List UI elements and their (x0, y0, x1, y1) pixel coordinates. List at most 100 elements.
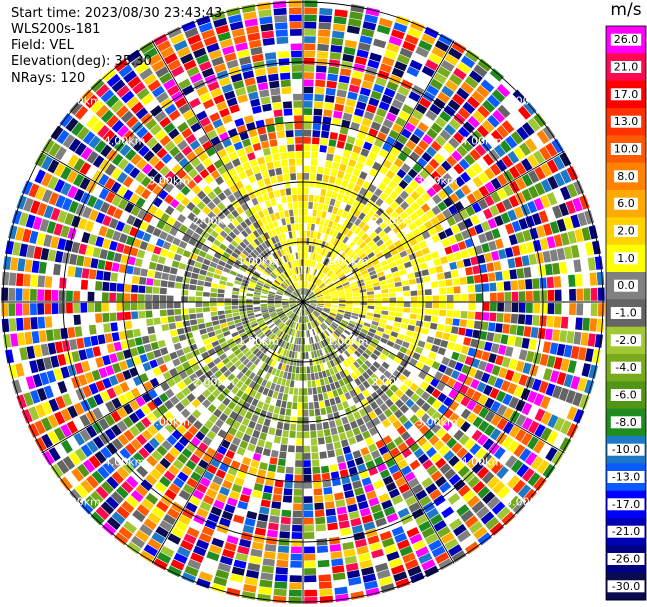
velocity-gate (296, 173, 303, 180)
velocity-gate (307, 282, 311, 289)
velocity-gate (194, 261, 202, 269)
velocity-gate (182, 483, 195, 495)
velocity-gate (335, 593, 349, 602)
velocity-gate (521, 188, 533, 202)
velocity-gate (366, 377, 375, 386)
velocity-gate (415, 46, 430, 58)
velocity-gate (540, 303, 548, 314)
velocity-gate (362, 244, 370, 252)
velocity-gate (345, 32, 359, 42)
velocity-gate (453, 286, 461, 294)
velocity-gate (431, 388, 441, 399)
velocity-gate (141, 392, 152, 403)
velocity-gate (359, 87, 371, 97)
velocity-gate (281, 315, 287, 321)
velocity-gate (384, 216, 394, 225)
velocity-gate (568, 274, 576, 287)
velocity-gate (304, 14, 317, 22)
velocity-gate (298, 316, 301, 323)
velocity-gate (320, 363, 325, 371)
velocity-gate (390, 29, 405, 40)
velocity-gate (303, 295, 305, 302)
velocity-gate (274, 384, 281, 392)
velocity-gate (237, 328, 246, 335)
velocity-gate (324, 303, 332, 305)
velocity-gate (110, 322, 118, 332)
velocity-gate (393, 343, 401, 351)
velocity-gate (337, 291, 345, 295)
velocity-gate (426, 447, 437, 458)
velocity-gate (367, 535, 380, 545)
velocity-gate (313, 115, 322, 123)
velocity-gate (183, 533, 197, 545)
velocity-gate (87, 302, 95, 313)
velocity-gate (498, 249, 507, 260)
velocity-gate (138, 285, 146, 293)
velocity-gate (150, 253, 159, 263)
velocity-gate (539, 443, 552, 458)
velocity-gate (245, 361, 253, 369)
velocity-gate (262, 346, 269, 354)
velocity-gate (170, 418, 181, 429)
velocity-gate (175, 364, 185, 374)
velocity-gate (293, 503, 303, 511)
velocity-gate (521, 432, 533, 446)
velocity-gate (154, 432, 165, 444)
velocity-gate (260, 304, 268, 307)
velocity-gate (222, 456, 232, 466)
velocity-gate (328, 315, 335, 320)
velocity-gate (314, 335, 319, 343)
velocity-gate (253, 338, 260, 345)
velocity-gate (293, 202, 298, 209)
velocity-gate (168, 464, 180, 476)
velocity-gate (373, 479, 384, 490)
velocity-gate (304, 524, 314, 532)
velocity-gate (537, 327, 546, 340)
velocity-gate (147, 425, 158, 436)
velocity-gate (349, 264, 357, 271)
colorbar-label: -6.0 (615, 389, 636, 402)
velocity-gate (286, 319, 292, 326)
velocity-gate (350, 473, 360, 482)
velocity-gate (379, 192, 389, 201)
velocity-gate (298, 252, 301, 259)
velocity-gate (331, 294, 338, 298)
velocity-gate (409, 382, 419, 392)
velocity-gate (433, 338, 442, 346)
velocity-gate (431, 316, 439, 323)
velocity-gate (326, 243, 332, 251)
velocity-gate (162, 371, 172, 381)
velocity-gate (316, 335, 321, 342)
velocity-gate (167, 309, 175, 316)
velocity-gate (114, 532, 129, 546)
velocity-gate (365, 335, 373, 341)
velocity-gate (424, 220, 434, 230)
velocity-gate (47, 249, 57, 262)
velocity-gate (331, 374, 338, 382)
velocity-gate (490, 302, 497, 312)
velocity-gate (415, 408, 426, 419)
velocity-gate (90, 511, 105, 526)
velocity-gate (392, 123, 403, 134)
velocity-gate (369, 231, 378, 240)
velocity-gate (303, 144, 311, 151)
velocity-gate (511, 302, 519, 313)
velocity-gate (290, 328, 294, 336)
velocity-gate (428, 52, 442, 65)
velocity-gate (405, 206, 414, 216)
velocity-gate (310, 303, 317, 306)
velocity-gate (113, 452, 126, 465)
velocity-gate (306, 274, 309, 281)
velocity-gate (304, 582, 317, 590)
velocity-gate (379, 165, 389, 175)
velocity-gate (290, 423, 297, 431)
velocity-gate (421, 115, 434, 127)
velocity-gate (478, 360, 488, 371)
velocity-gate (270, 382, 276, 391)
velocity-gate (558, 387, 570, 402)
velocity-gate (348, 18, 362, 28)
velocity-gate (536, 225, 546, 238)
velocity-gate (362, 352, 370, 360)
velocity-gate (287, 445, 295, 453)
velocity-gate (467, 311, 475, 320)
